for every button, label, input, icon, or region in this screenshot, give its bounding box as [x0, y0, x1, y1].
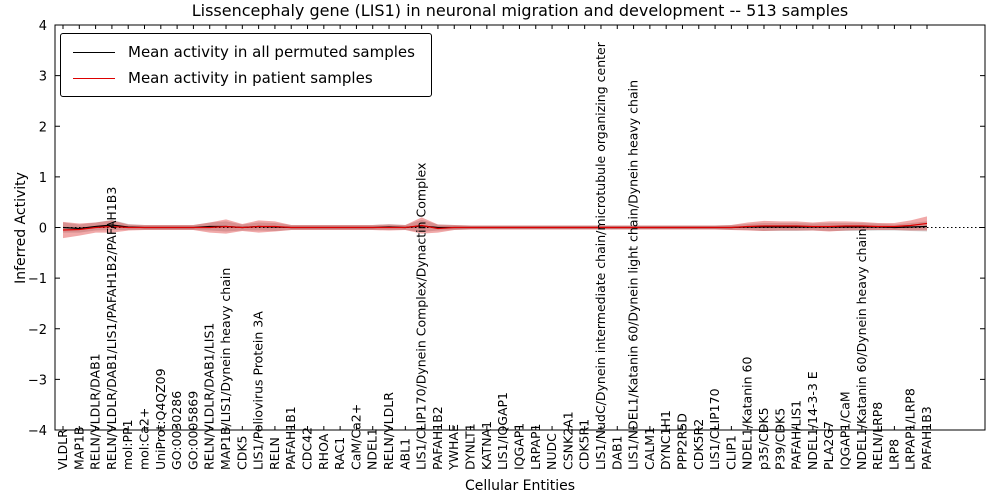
- chart-title: Lissencephaly gene (LIS1) in neuronal mi…: [191, 1, 849, 20]
- x-tick-label: NDEL1/14-3-3 E: [805, 371, 820, 470]
- y-tick-label: 0: [39, 222, 47, 237]
- x-tick-label: p35/CDK5: [756, 407, 771, 470]
- x-tick-label: YWHAE: [446, 424, 461, 471]
- x-tick-label: NUDC: [544, 433, 559, 470]
- y-tick-label: −4: [28, 424, 47, 439]
- x-tick-label: MAP1B: [71, 427, 86, 470]
- x-tick-label: RHOA: [316, 433, 331, 470]
- x-tick-label: LIS1/NudC/Dynein intermediate chain/micr…: [593, 41, 608, 470]
- x-tick-label: RELN/VLDLR/DAB1/LIS1: [202, 323, 217, 470]
- x-tick-label: RELN: [267, 437, 282, 470]
- x-tick-label: CDC42: [300, 427, 315, 470]
- x-tick-label: IQGAP1: [511, 423, 526, 470]
- legend: Mean activity in all permuted samples Me…: [60, 33, 432, 97]
- permuted-line-swatch: [73, 51, 115, 53]
- y-tick-label: −3: [28, 373, 47, 388]
- x-tick-label: PAFAH1B2: [430, 406, 445, 470]
- x-tick-label: GO:0005869: [185, 391, 200, 470]
- x-tick-label: LRP8: [886, 439, 901, 470]
- x-tick-label: CaM/Ca2+: [348, 404, 363, 470]
- x-tick-label: PLA2G7: [821, 421, 836, 470]
- x-tick-label: NDEL1/Katanin 60/Dynein heavy chain: [854, 228, 869, 470]
- x-tick-label: CLIP1: [723, 435, 738, 470]
- x-tick-label: DYNLT1: [463, 423, 478, 470]
- x-tick-label: LIS1/CLIP170/Dynein Complex/Dynactin Com…: [414, 163, 429, 470]
- x-tick-label: LIS1/NDEL1/Katanin 60/Dynein light chain…: [626, 80, 641, 470]
- x-tick-label: DYNC1H1: [658, 410, 673, 470]
- x-tick-label: VLDLR: [55, 429, 70, 470]
- x-tick-label: CDK5R2: [691, 419, 706, 470]
- y-axis-label: Inferred Activity: [13, 172, 29, 284]
- x-tick-label: NDEL1/Katanin 60: [740, 357, 755, 470]
- x-tick-label: RELN/LRP8: [870, 402, 885, 470]
- x-tick-label: NDEL1: [365, 428, 380, 470]
- x-tick-label: RELN/VLDLR/DAB1: [88, 353, 103, 470]
- y-tick-label: 4: [39, 19, 47, 34]
- x-tick-label: mol:Ca2+: [137, 408, 152, 470]
- x-tick-label: CDK5: [234, 435, 249, 470]
- x-tick-label: CDK5R1: [577, 419, 592, 470]
- x-tick-label: LIS1/Poliovirus Protein 3A: [251, 311, 266, 470]
- patient-line-swatch: [73, 77, 115, 79]
- x-tick-label: DAB1: [609, 436, 624, 471]
- x-tick-label: PAFAH/LIS1: [789, 400, 804, 470]
- x-tick-label: PAFAH1B3: [919, 406, 934, 470]
- y-tick-label: 1: [39, 171, 47, 186]
- x-tick-label: PAFAH1B1: [283, 406, 298, 470]
- y-tick-label: −1: [28, 272, 47, 287]
- legend-item-permuted: Mean activity in all permuted samples: [73, 43, 415, 61]
- x-tick-label: RELN/VLDLR/DAB1/LIS1/PAFAH1B2/PAFAH1B3: [104, 187, 119, 470]
- x-tick-label: RELN/VLDLR: [381, 392, 396, 470]
- x-tick-label: CSNK2A1: [560, 411, 575, 470]
- x-tick-label: CALM1: [642, 427, 657, 470]
- y-tick-label: 3: [39, 70, 47, 85]
- y-tick-label: 2: [39, 120, 47, 135]
- x-tick-label: RAC1: [332, 437, 347, 470]
- permuted-band: [63, 219, 927, 233]
- patient-mean-line: [62, 222, 928, 231]
- x-tick-label: IQGAP1/CaM: [837, 391, 852, 470]
- y-tick-label: −2: [28, 323, 47, 338]
- x-tick-label: LRPAP1: [528, 424, 543, 470]
- x-tick-label: ABL1: [397, 438, 412, 470]
- x-tick-label: UniProt:Q4QZ09: [153, 368, 168, 470]
- x-axis-label: Cellular Entities: [464, 478, 576, 494]
- x-tick-label: MAP1B/LIS1/Dynein heavy chain: [218, 268, 233, 470]
- x-tick-label: LIS1/CLIP170: [707, 388, 722, 470]
- x-tick-label: LIS1/IQGAP1: [495, 392, 510, 470]
- x-tick-label: mol:PP1: [120, 419, 135, 470]
- x-tick-label: PPP2R5D: [674, 413, 689, 470]
- legend-label-patient: Mean activity in patient samples: [128, 69, 373, 87]
- x-tick-label: LRPAP1/LRP8: [903, 388, 918, 470]
- x-tick-label: GO:0030286: [169, 391, 184, 470]
- x-tick-label: KATNA1: [479, 421, 494, 470]
- x-tick-label: P39/CDK5: [772, 408, 787, 470]
- legend-label-permuted: Mean activity in all permuted samples: [128, 43, 415, 61]
- legend-item-patient: Mean activity in patient samples: [73, 69, 415, 87]
